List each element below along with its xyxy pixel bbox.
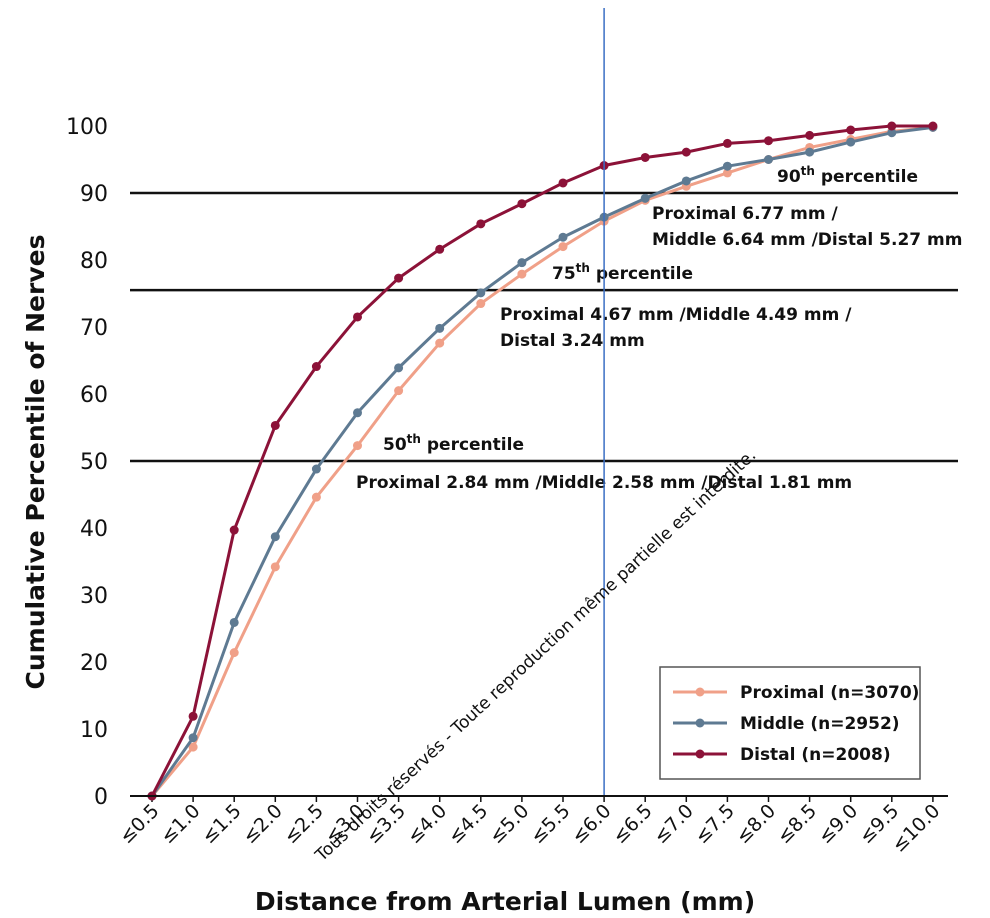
- x-tick-label: ≤7.5: [691, 800, 739, 848]
- data-point: [229, 525, 239, 535]
- percentile-label: 50th percentile: [383, 432, 524, 455]
- percentile-detail: Middle 6.64 mm /Distal 5.27 mm: [652, 230, 962, 250]
- percentile-detail: Proximal 6.77 mm /: [652, 204, 838, 224]
- y-tick-label: 40: [80, 517, 108, 542]
- y-tick-label: 80: [80, 249, 108, 274]
- legend-label: Distal (n=2008): [740, 745, 891, 765]
- legend-swatch-marker: [695, 718, 705, 728]
- data-point: [517, 258, 527, 268]
- data-point: [476, 219, 486, 229]
- y-tick-label: 100: [66, 115, 108, 140]
- data-point: [846, 137, 856, 147]
- data-point: [435, 244, 445, 254]
- y-tick-label: 60: [80, 383, 108, 408]
- data-point: [887, 121, 897, 131]
- legend-swatch-marker: [695, 687, 705, 697]
- data-point: [764, 155, 773, 164]
- reference-lines: 90th percentile Proximal 6.77 mm / Middle …: [130, 164, 962, 493]
- data-point: [476, 299, 486, 309]
- x-tick-label: ≤9.0: [814, 800, 862, 848]
- series-line: [150, 125, 934, 797]
- data-point: [476, 288, 486, 298]
- y-axis-title: Cumulative Percentile of Nerves: [21, 235, 50, 690]
- data-point: [394, 363, 404, 373]
- x-tick-label: ≤8.5: [773, 800, 821, 848]
- y-tick-label: 90: [80, 182, 108, 207]
- data-point: [188, 711, 198, 721]
- x-tick-label: ≤6.5: [609, 800, 657, 848]
- data-point: [353, 408, 362, 418]
- data-point: [188, 742, 198, 752]
- y-tick-label: 50: [80, 450, 108, 475]
- data-point: [311, 362, 321, 372]
- series-line: [150, 125, 934, 797]
- legend-swatch-marker: [695, 749, 705, 759]
- data-point: [270, 420, 280, 430]
- series-line: [150, 124, 933, 797]
- percentile-detail: Distal 3.24 mm: [500, 331, 645, 351]
- y-axis-ticks: 0 10 20 30 40 50 60 70 80 90 100: [66, 115, 108, 810]
- y-tick-label: 20: [80, 651, 108, 676]
- data-point: [722, 138, 732, 148]
- data-point: [270, 562, 280, 572]
- data-point: [681, 147, 691, 157]
- data-point: [394, 273, 404, 283]
- x-tick-label: ≤0.5: [115, 800, 163, 848]
- y-tick-label: 0: [94, 785, 108, 810]
- data-point: [681, 176, 691, 186]
- data-point: [435, 338, 445, 348]
- percentile-label: 75th percentile: [552, 261, 693, 284]
- data-point: [805, 130, 815, 140]
- y-tick-label: 10: [80, 718, 108, 743]
- data-point: [353, 312, 362, 322]
- percentile-detail: Proximal 4.67 mm /Middle 4.49 mm /: [500, 305, 852, 325]
- y-tick-label: 30: [80, 584, 108, 609]
- y-tick-label: 70: [80, 316, 108, 341]
- x-axis-ticks: ≤0.5≤1.0≤1.5≤2.0≤2.5≤3.0≤3.5≤4.0≤4.5≤5.0…: [115, 796, 944, 857]
- x-tick-label: ≤2.5: [280, 800, 328, 848]
- data-point: [640, 193, 650, 203]
- watermark: Tous droits réservés - Toute reproductio…: [311, 446, 760, 867]
- data-point: [640, 152, 650, 162]
- data-point: [558, 178, 568, 188]
- series-group: [147, 121, 938, 801]
- data-point: [229, 648, 239, 658]
- x-tick-label: ≤4.5: [444, 800, 492, 848]
- data-point: [517, 269, 527, 279]
- data-point: [558, 232, 568, 242]
- legend-label: Proximal (n=3070): [740, 683, 919, 703]
- x-tick-label: ≤1.0: [156, 800, 204, 848]
- percentile-label: 90th percentile: [777, 164, 918, 187]
- x-tick-label: ≤5.0: [485, 800, 533, 848]
- data-point: [805, 147, 815, 157]
- data-point: [188, 733, 198, 743]
- data-point: [722, 161, 732, 171]
- data-point: [887, 128, 897, 138]
- x-tick-label: ≤2.0: [239, 800, 287, 848]
- x-tick-label: ≤4.0: [403, 800, 451, 848]
- data-point: [311, 464, 321, 474]
- data-point: [270, 532, 280, 542]
- data-point: [394, 386, 404, 396]
- data-point: [435, 323, 445, 333]
- x-tick-label: ≤7.0: [650, 800, 698, 848]
- data-point: [928, 121, 938, 131]
- data-point: [353, 441, 362, 451]
- data-point: [229, 617, 239, 627]
- x-tick-label: ≤6.0: [567, 800, 615, 848]
- data-point: [558, 242, 568, 252]
- data-point: [846, 125, 856, 135]
- x-tick-label: ≤8.0: [732, 800, 780, 848]
- legend-label: Middle (n=2952): [740, 714, 900, 734]
- x-tick-label: ≤5.5: [526, 800, 574, 848]
- data-point: [311, 492, 321, 502]
- data-point: [764, 136, 773, 146]
- data-point: [517, 199, 527, 209]
- data-point: [722, 168, 732, 178]
- legend: Proximal (n=3070) Middle (n=2952) Distal (…: [659, 666, 921, 780]
- x-tick-label: ≤1.5: [198, 800, 246, 848]
- x-axis-title: Distance from Arterial Lumen (mm): [255, 887, 755, 916]
